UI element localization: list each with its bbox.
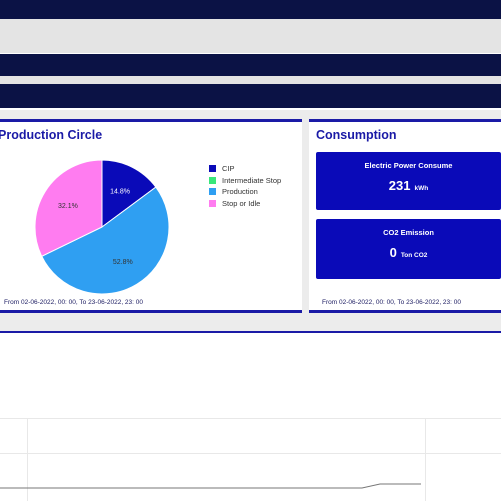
electric-power-value-row: 231 kWh bbox=[316, 177, 501, 195]
gridline bbox=[27, 418, 28, 501]
pie-slice-cip[interactable] bbox=[101, 159, 157, 228]
pie-slice-production[interactable] bbox=[41, 186, 170, 295]
divider-strip bbox=[0, 76, 501, 84]
toolbar-band-1 bbox=[0, 54, 501, 76]
gridline bbox=[0, 453, 501, 454]
pie-label-production: 52.8% bbox=[113, 259, 133, 266]
consumption-date-range: From 02-06-2022, 00: 00, To 23-06-2022, … bbox=[322, 299, 462, 306]
electric-power-title: Electric Power Consume bbox=[364, 161, 453, 170]
legend-swatch-cip bbox=[209, 165, 216, 172]
consumption-card bbox=[309, 119, 501, 313]
gridline bbox=[0, 418, 501, 419]
legend-item-cip[interactable]: CIP bbox=[209, 164, 235, 173]
co2-emission-value-row: 0 Ton CO2 bbox=[316, 244, 501, 262]
production-circle-title: Production Circle bbox=[0, 128, 103, 142]
top-nav-bar bbox=[0, 0, 501, 19]
co2-emission-title: CO2 Emission bbox=[383, 228, 434, 237]
legend-swatch-production bbox=[209, 188, 216, 195]
section-separator bbox=[0, 331, 501, 333]
header-strip bbox=[0, 19, 501, 53]
co2-emission-value: 0 bbox=[389, 245, 397, 260]
co2-emission-unit: Ton CO2 bbox=[400, 252, 428, 259]
production-date-range: From 02-06-2022, 00: 00, To 23-06-2022, … bbox=[4, 299, 144, 306]
electric-power-value: 231 bbox=[388, 178, 411, 193]
consumption-title: Consumption bbox=[316, 128, 397, 142]
pie-label-stop-or-idle: 32.1% bbox=[58, 203, 78, 210]
legend-item-intermediate-stop[interactable]: Intermediate Stop bbox=[209, 176, 281, 185]
trend-series-line bbox=[0, 483, 421, 489]
electric-power-tile[interactable]: Electric Power Consume 231 kWh bbox=[316, 152, 501, 210]
gridline bbox=[425, 418, 426, 501]
pie-slice-stop-or-idle[interactable] bbox=[34, 159, 103, 257]
legend-item-production[interactable]: Production bbox=[209, 187, 258, 196]
legend-swatch-stop-or-idle bbox=[209, 200, 216, 207]
toolbar-band-2 bbox=[0, 84, 501, 108]
legend-swatch-intermediate-stop bbox=[209, 177, 216, 184]
electric-power-unit: kWh bbox=[414, 185, 429, 192]
legend-item-stop-or-idle[interactable]: Stop or Idle bbox=[209, 199, 260, 208]
co2-emission-tile[interactable]: CO2 Emission 0 Ton CO2 bbox=[316, 219, 501, 279]
pie-label-cip: 14.8% bbox=[110, 189, 130, 196]
